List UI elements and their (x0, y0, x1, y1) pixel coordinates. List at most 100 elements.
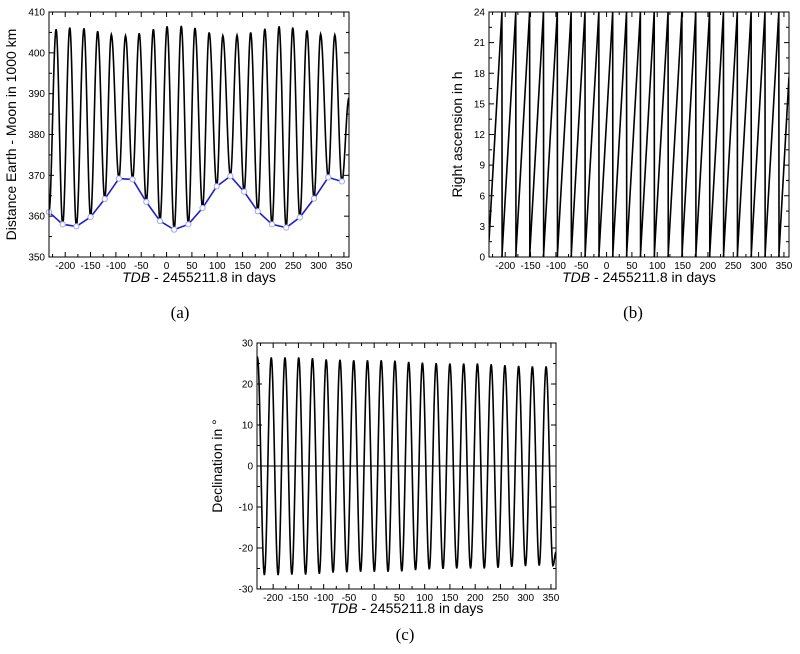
minimum-marker (283, 224, 290, 231)
minimum-marker (73, 223, 80, 230)
x-axis-label-italic: TDB (122, 269, 150, 285)
minimum-marker (156, 217, 164, 225)
x-tick-label: 0 (604, 261, 610, 272)
x-tick-label: -200 (263, 593, 283, 604)
data-series-curve (257, 356, 556, 576)
minimum-marker (227, 173, 234, 180)
y-tick-label: 18 (474, 69, 486, 80)
x-tick-label: 250 (492, 593, 509, 604)
y-tick-label: -20 (239, 544, 254, 555)
x-tick-label: 200 (700, 261, 717, 272)
plot-frame (256, 342, 557, 590)
minimum-marker (254, 208, 261, 215)
y-tick-label: 380 (28, 130, 45, 141)
minimum-marker (129, 176, 136, 183)
minimum-marker (171, 226, 178, 233)
x-tick-label: 350 (776, 261, 793, 272)
panel-caption: (b) (623, 303, 643, 322)
x-axis-label-rest: - 2455211.8 in days (150, 269, 276, 285)
y-tick-label: 15 (474, 99, 486, 110)
y-tick-label: 0 (247, 462, 253, 473)
y-axis-label: Distance Earth - Moon in 1000 km (3, 29, 19, 241)
minimum-marker (310, 195, 318, 202)
x-tick-label: 300 (750, 261, 767, 272)
y-tick-label: 370 (28, 171, 45, 182)
x-tick-label: 100 (209, 261, 226, 272)
minimum-marker (213, 183, 220, 190)
x-axis-label: TDB - 2455211.8 in days (562, 269, 716, 285)
x-tick-label: 350 (336, 261, 353, 272)
x-tick-label: 350 (543, 593, 560, 604)
x-axis-label: TDB - 2455211.8 in days (122, 269, 276, 285)
x-axis-label-rest: - 2455211.8 in days (590, 269, 716, 285)
x-tick-label: 150 (442, 593, 459, 604)
x-tick-label: -50 (342, 593, 357, 604)
y-tick-label: 10 (242, 421, 254, 432)
x-tick-label: 0 (164, 261, 170, 272)
x-tick-label: -150 (81, 261, 101, 272)
x-tick-label: 300 (310, 261, 327, 272)
data-series-sawtooth (489, 12, 789, 257)
x-tick-label: 300 (517, 593, 534, 604)
minimum-marker (296, 214, 303, 221)
y-tick-label: 9 (479, 161, 485, 172)
y-tick-label: 3 (479, 222, 485, 233)
y-tick-label: 30 (242, 339, 254, 350)
y-axis-label: Declination in ° (209, 419, 225, 513)
plot-frame (488, 11, 790, 258)
minimum-marker (59, 221, 66, 228)
y-tick-label: 6 (479, 191, 485, 202)
x-tick-label: -200 (495, 261, 515, 272)
panel-caption: (a) (171, 303, 190, 322)
x-tick-label: 50 (394, 593, 406, 604)
x-tick-label: 50 (186, 261, 198, 272)
y-tick-label: 21 (474, 38, 486, 49)
y-tick-label: 24 (474, 8, 486, 19)
y-tick-label: 390 (28, 89, 45, 100)
x-tick-label: 50 (626, 261, 638, 272)
x-tick-label: -200 (55, 261, 75, 272)
x-tick-label: 0 (371, 593, 377, 604)
panel-c-declination-chart: -200 -150 -100 -50 0 50 100 150 200 250 300 350-30-… (209, 339, 560, 645)
panel-caption: (c) (396, 625, 415, 644)
x-tick-label: -50 (574, 261, 589, 272)
y-tick-label: 20 (242, 380, 254, 391)
y-tick-label: 0 (479, 253, 485, 264)
minimum-marker (199, 204, 206, 212)
x-tick-label: -100 (314, 593, 334, 604)
x-tick-label: 250 (725, 261, 742, 272)
x-tick-label: 100 (416, 593, 433, 604)
x-axis-label-rest: - 2455211.8 in days (358, 600, 484, 616)
x-tick-label: 200 (467, 593, 484, 604)
minima-envelope-line (48, 175, 343, 231)
minimum-marker (338, 178, 346, 185)
minimum-marker (143, 198, 150, 205)
data-series-curve (49, 25, 349, 230)
y-tick-label: 400 (28, 48, 45, 59)
y-tick-label: -30 (239, 585, 254, 596)
x-tick-label: 150 (674, 261, 691, 272)
x-axis-label: TDB - 2455211.8 in days (330, 600, 484, 616)
y-tick-label: 360 (28, 212, 45, 223)
x-tick-label: 150 (234, 261, 251, 272)
minimum-marker (241, 188, 248, 195)
y-tick-label: -10 (239, 503, 254, 514)
y-tick-label: 12 (474, 130, 486, 141)
minimum-marker (101, 195, 108, 203)
x-tick-label: -150 (521, 261, 541, 272)
panel-b-right-ascension-chart: -200 -150 -100 -50 0 50 100 150 200 250 300 350 0 3 6 9… (449, 8, 793, 323)
minimum-marker (268, 221, 276, 228)
y-tick-label: 350 (28, 253, 45, 264)
x-tick-label: 200 (260, 261, 277, 272)
y-axis-label: Right ascension in h (449, 71, 465, 197)
x-tick-label: -150 (288, 593, 308, 604)
plot-frame (48, 11, 350, 258)
x-tick-label: 100 (649, 261, 666, 272)
x-axis-label-italic: TDB (562, 269, 590, 285)
x-tick-label: 250 (285, 261, 302, 272)
x-tick-label: -100 (106, 261, 126, 272)
panel-a-distance-chart: -200 -150 -100 -50 0 50 100 150 200 250 300 350 350 3… (3, 8, 353, 323)
y-tick-label: 410 (28, 8, 45, 19)
minimum-marker (115, 175, 123, 182)
